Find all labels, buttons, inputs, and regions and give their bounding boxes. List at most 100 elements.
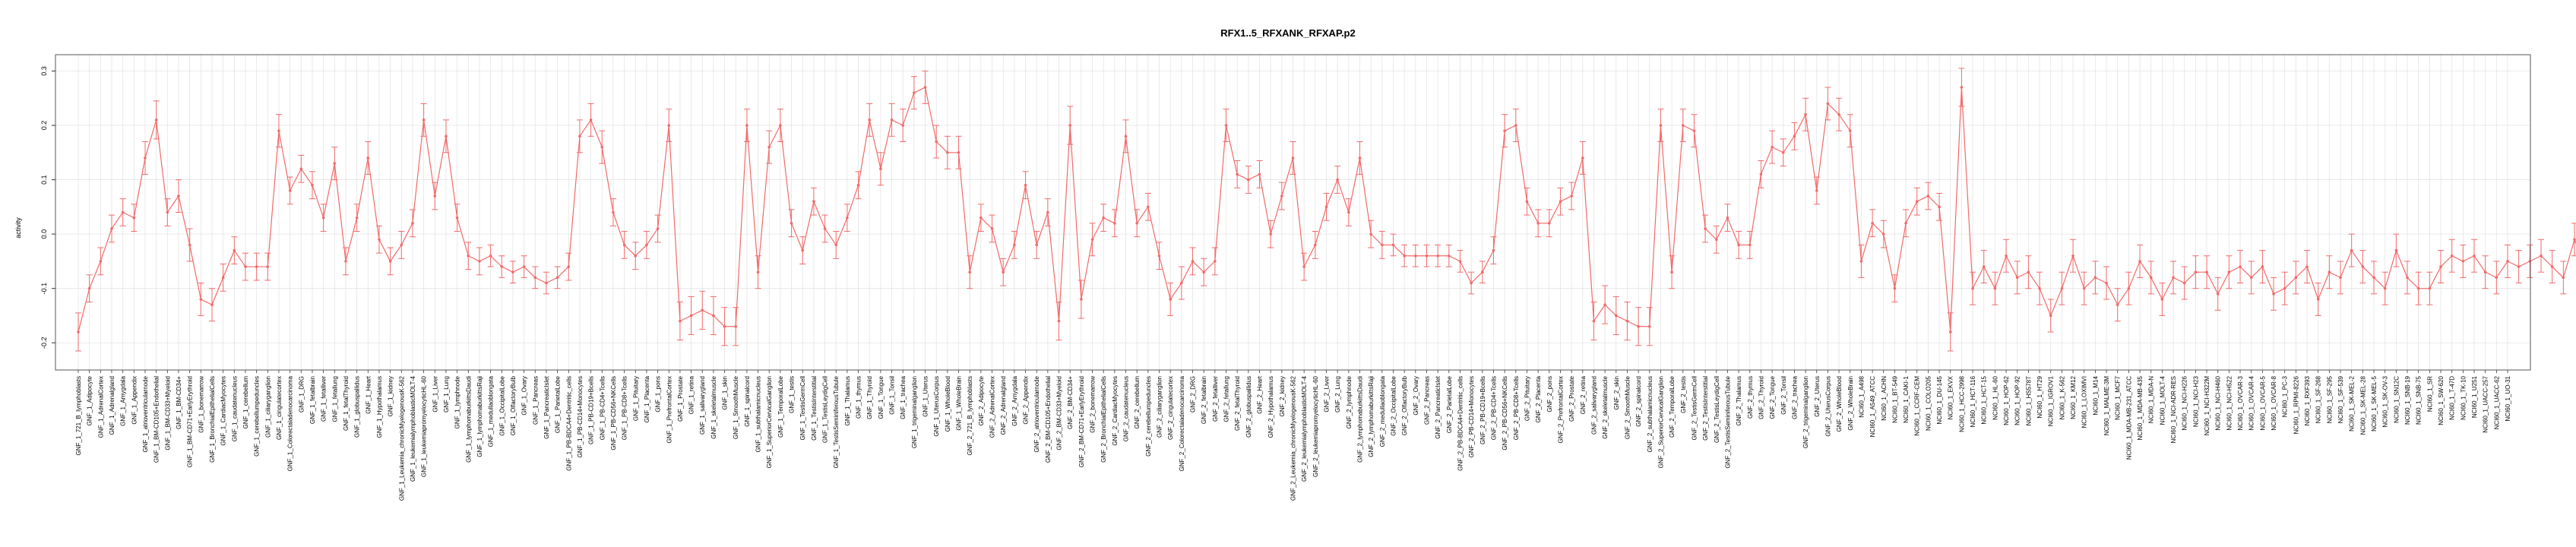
x-tick-label: GNF_1_lymphomaburkittsDaudi: [465, 376, 472, 463]
x-tick-label: GNF_1_subthalamicnucleus: [755, 376, 762, 453]
data-point: [1336, 178, 1339, 182]
data-point: [1436, 254, 1439, 258]
x-tick-label: GNF_1_CardiacMyocytes: [220, 376, 227, 446]
data-point: [1726, 216, 1729, 220]
x-tick-label: GNF_2_lymphnode: [1346, 375, 1353, 428]
data-point: [901, 124, 905, 127]
x-tick-label: GNF_1_cerebellum: [242, 376, 249, 429]
data-point: [2049, 314, 2052, 318]
data-point: [2372, 276, 2375, 280]
x-tick-label: NCI60_1_SK-MEL-5: [2371, 375, 2378, 431]
data-point: [1581, 157, 1584, 160]
x-tick-label: GNF_2_medullaoblongata: [1379, 375, 1386, 447]
x-tick-label: GNF_1_PB-CD56+NKCells: [610, 376, 617, 451]
x-tick-label: GNF_1_Liver: [432, 376, 438, 413]
data-point: [210, 303, 214, 306]
x-tick-label: NCI60_1_NCI-H460: [2215, 375, 2222, 430]
x-tick-label: NCI60_1_SNB-75: [2416, 375, 2423, 425]
data-point: [701, 308, 704, 312]
data-point: [545, 281, 548, 285]
data-point: [1737, 243, 1740, 247]
x-tick-label: GNF_1_OlfactoryBulb: [510, 375, 517, 435]
x-tick-label: GNF_2_pons: [1546, 376, 1553, 413]
data-point: [812, 200, 815, 203]
x-tick-label: NCI60_1_SK-MEL-2: [2349, 375, 2356, 431]
x-tick-label: GNF_2_WholeBrain: [1847, 376, 1854, 431]
data-point: [1559, 200, 1562, 203]
x-tick-label: GNF_1_fetallung: [331, 376, 338, 422]
x-tick-label: GNF_2_lymphomaburkittsDaudi: [1356, 376, 1363, 463]
data-point: [567, 265, 571, 268]
x-tick-label: NCI60_1_HCC-2998: [1958, 375, 1965, 432]
x-tick-label: GNF_1_leukemialymphoblasticMOLT-4: [410, 375, 416, 482]
data-point: [1614, 314, 1618, 318]
x-tick-label: NCI60_1_U251: [2471, 375, 2478, 418]
x-tick-label: GNF_1_TestisGermCell: [799, 376, 806, 441]
series-line: [78, 87, 2576, 333]
x-tick-label: NCI60_1_SK-OV-3: [2382, 375, 2389, 427]
x-tick-label: NCI60_1_OVCAR-3: [2237, 375, 2244, 430]
x-tick-label: GNF_1_retina: [688, 375, 695, 414]
x-tick-label: NCI60_1_HOP-62: [2003, 375, 2010, 425]
x-tick-label: GNF_2_Adrenalgland: [1000, 376, 1007, 435]
x-tick-label: GNF_2_BM-CD34+: [1067, 376, 1074, 429]
x-tick-label: NCI60_1_SF-539: [2337, 375, 2344, 423]
x-tick-label: NCI60_1_OVCAR-8: [2271, 375, 2277, 430]
x-tick-label: GNF_1_Adrenalgland: [109, 376, 116, 435]
data-point: [1536, 222, 1540, 225]
x-tick-label: GNF_1_lymphnode: [454, 375, 461, 428]
data-point: [1948, 330, 1952, 334]
data-point: [1347, 210, 1350, 214]
x-tick-label: GNF_2_Heart: [1257, 375, 1264, 414]
data-point: [1124, 134, 1128, 138]
data-point: [1547, 222, 1551, 225]
data-point: [2562, 276, 2565, 280]
x-tick-label: GNF_2_Tonsil: [1780, 376, 1787, 415]
data-point: [1915, 200, 1919, 203]
data-point: [612, 210, 615, 214]
x-tick-label: GNF_1_Pituitary: [632, 376, 639, 421]
data-point: [1503, 129, 1506, 132]
data-point: [2027, 270, 2030, 274]
data-point: [2105, 281, 2108, 285]
x-tick-label: NCI60_1_SN12C: [2393, 376, 2400, 423]
x-tick-label: GNF_2_trachea: [1791, 375, 1798, 419]
data-point: [1893, 286, 1897, 290]
data-point: [1403, 254, 1406, 258]
data-point: [679, 319, 682, 323]
data-point: [2138, 260, 2141, 263]
data-point: [1592, 319, 1596, 323]
data-point: [578, 134, 581, 138]
data-point: [1391, 243, 1395, 247]
x-tick-label: GNF_1_AdrenalCortex: [97, 376, 104, 438]
data-point: [2461, 260, 2465, 263]
x-axis: GNF_1_721_B_lymphoblasts GNF_1_Adipocyte G…: [75, 370, 2511, 501]
data-point: [656, 227, 660, 230]
data-point: [99, 260, 103, 263]
x-tick-label: GNF_1_BM-CD71+EarlyErythroid: [187, 376, 194, 467]
x-tick-label: NCI60_1_SF-268: [2315, 375, 2322, 423]
x-tick-label: GNF_2_Ovary: [1413, 376, 1419, 416]
data-point: [645, 243, 648, 247]
x-tick-label: NCI60_1_HS578T: [2025, 376, 2032, 425]
data-point: [233, 248, 236, 252]
x-tick-label: GNF_2_thymus: [1747, 376, 1754, 419]
data-point: [2216, 292, 2220, 296]
data-point: [634, 254, 638, 258]
data-point: [968, 270, 972, 274]
data-point: [1068, 124, 1071, 127]
x-tick-label: GNF_2_OlfactoryBulb: [1401, 375, 1408, 435]
data-point: [2127, 286, 2131, 290]
data-point: [355, 216, 359, 220]
x-tick-label: GNF_2_salivarygland: [1590, 376, 1597, 435]
x-tick-label: GNF_2_PB-BDCA4+Dentritic_cells: [1457, 376, 1464, 471]
data-point: [1960, 86, 1964, 89]
data-point: [879, 167, 882, 171]
x-tick-label: NCI60_1_RPMI-8226: [2293, 375, 2299, 434]
x-tick-label: GNF_1_PB-BDCA4+Dentritic_cells: [565, 376, 572, 471]
x-tick-label: GNF_1_TestisSeminiferousTubule: [833, 375, 840, 468]
x-tick-label: GNF_1_BM-CD33+Myeloid: [164, 376, 171, 451]
data-point: [1236, 172, 1239, 176]
x-tick-label: GNF_1_PB-CD14+Monocytes: [577, 376, 584, 457]
